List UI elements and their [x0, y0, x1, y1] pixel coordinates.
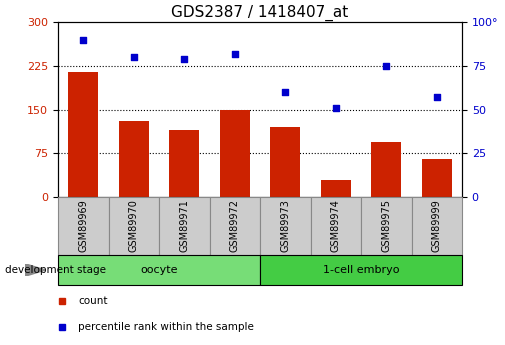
Bar: [270, 127, 300, 197]
Bar: [422, 159, 452, 197]
Point: [332, 105, 340, 110]
Point: [180, 56, 188, 61]
FancyBboxPatch shape: [260, 255, 462, 285]
Bar: [68, 71, 98, 197]
Point: [231, 51, 239, 56]
Bar: [220, 109, 250, 197]
FancyBboxPatch shape: [311, 197, 361, 255]
Text: development stage: development stage: [5, 265, 106, 275]
FancyBboxPatch shape: [412, 197, 462, 255]
Text: GSM89971: GSM89971: [179, 199, 189, 253]
Bar: [371, 141, 401, 197]
FancyBboxPatch shape: [109, 197, 159, 255]
Text: GSM89973: GSM89973: [280, 199, 290, 253]
FancyBboxPatch shape: [58, 255, 260, 285]
Bar: [321, 179, 351, 197]
Text: GSM89975: GSM89975: [381, 199, 391, 253]
Point: [281, 89, 289, 95]
Bar: [169, 130, 199, 197]
Text: GSM89972: GSM89972: [230, 199, 240, 253]
Polygon shape: [25, 264, 45, 276]
Point: [382, 63, 390, 69]
Text: GSM89974: GSM89974: [331, 199, 341, 253]
FancyBboxPatch shape: [58, 197, 109, 255]
Bar: [119, 121, 149, 197]
Point: [130, 54, 138, 60]
Text: oocyte: oocyte: [140, 265, 178, 275]
Text: 1-cell embryo: 1-cell embryo: [323, 265, 399, 275]
Text: GSM89969: GSM89969: [78, 200, 88, 253]
FancyBboxPatch shape: [159, 197, 210, 255]
FancyBboxPatch shape: [260, 197, 311, 255]
Title: GDS2387 / 1418407_at: GDS2387 / 1418407_at: [171, 4, 348, 21]
FancyBboxPatch shape: [210, 197, 260, 255]
Text: count: count: [78, 296, 108, 306]
FancyBboxPatch shape: [361, 197, 412, 255]
Text: GSM89999: GSM89999: [432, 200, 442, 253]
Point: [433, 95, 441, 100]
Text: GSM89970: GSM89970: [129, 199, 139, 253]
Point: [79, 37, 87, 42]
Text: percentile rank within the sample: percentile rank within the sample: [78, 322, 254, 332]
